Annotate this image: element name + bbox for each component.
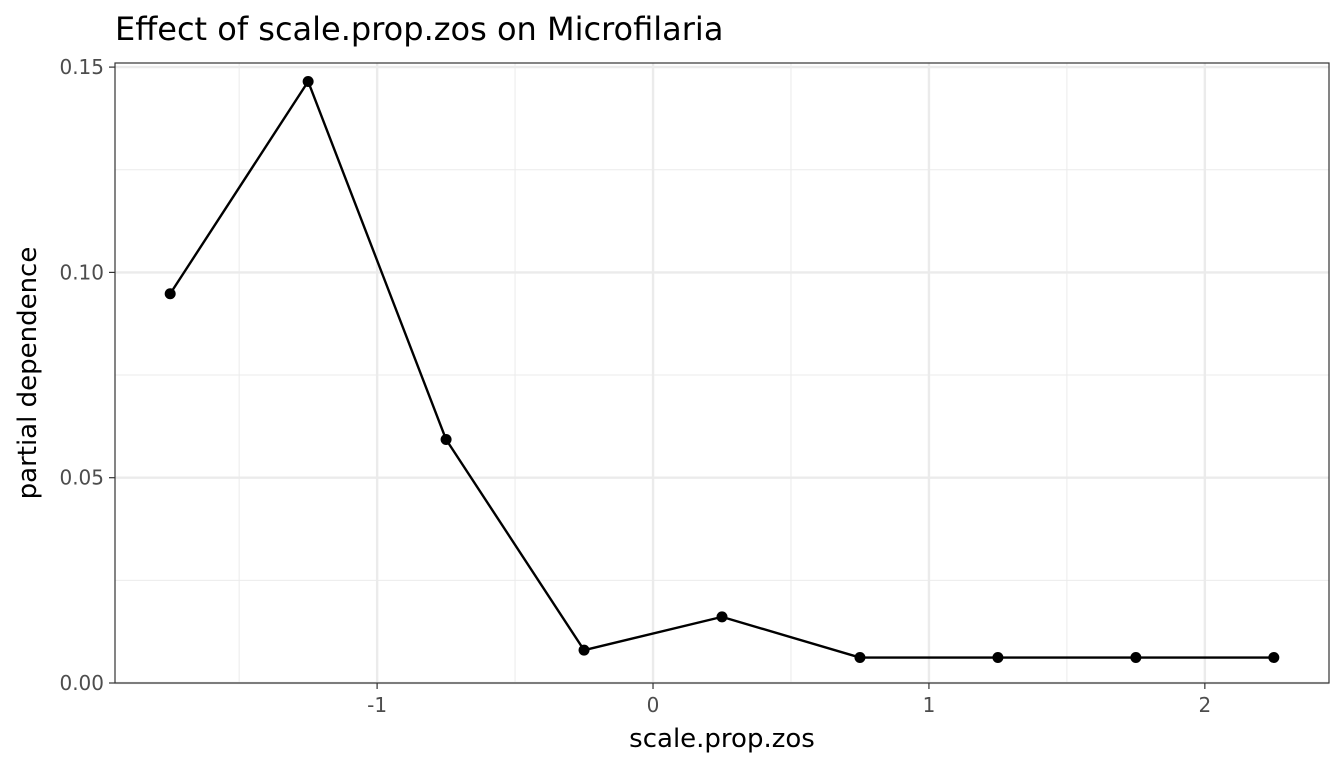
data-point (164, 288, 176, 300)
axes: -1 0 1 2 0.00 0.05 0.10 0.15 (59, 55, 1211, 717)
series-layer (164, 75, 1280, 664)
series-line (169, 80, 1274, 659)
y-tick-label: 0.15 (59, 55, 104, 79)
grid-lines (115, 63, 1329, 685)
x-axis-title: scale.prop.zos (629, 724, 815, 754)
y-axis-title: partial dependence (13, 247, 43, 500)
x-tick-label: 1 (923, 693, 936, 717)
data-point (578, 644, 590, 656)
data-point (716, 611, 728, 623)
data-point (302, 75, 314, 87)
data-point (440, 434, 452, 446)
panel-border (114, 62, 1330, 684)
data-point (992, 652, 1004, 664)
data-point (854, 652, 866, 664)
data-point (1268, 652, 1280, 664)
chart-title: Effect of scale.prop.zos on Microfilaria (115, 10, 723, 48)
y-tick-label: 0.10 (59, 260, 104, 284)
x-tick-label: -1 (367, 693, 387, 717)
data-point (1130, 652, 1142, 664)
x-tick-label: 2 (1198, 693, 1211, 717)
y-tick-label: 0.05 (59, 466, 104, 490)
y-tick-label: 0.00 (59, 671, 104, 695)
x-tick-label: 0 (647, 693, 660, 717)
